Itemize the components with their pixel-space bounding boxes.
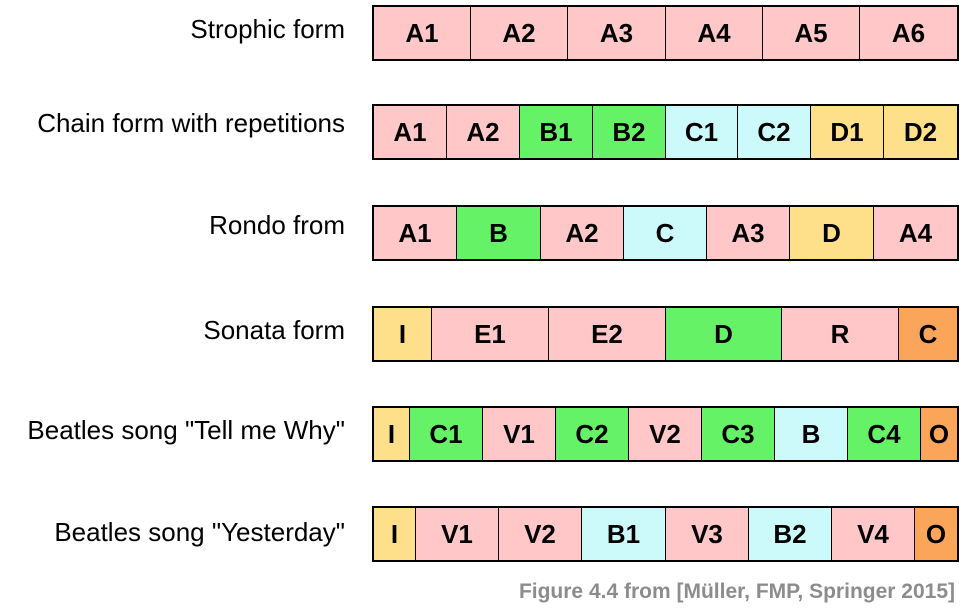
form-segment: V2 [499,508,582,560]
form-segment: B [775,408,848,460]
form-segment: V1 [483,408,556,460]
form-bar: A1 A2 B1 B2 C1 C2 D1 D2 [372,104,959,160]
form-segment: E1 [432,308,549,360]
form-segment: B1 [520,106,593,158]
form-segment: C4 [848,408,921,460]
form-bar: A1 A2 A3 A4 A5 A6 [372,5,959,61]
form-segment: C [899,308,957,360]
row-label: Strophic form [190,14,345,44]
form-segment: C [624,207,707,259]
form-segment: A5 [763,7,860,59]
form-segment: D [790,207,874,259]
form-segment: B1 [582,508,666,560]
form-segment: A2 [541,207,624,259]
form-segment: A3 [568,7,666,59]
form-bar: I E1 E2 D R C [372,306,959,362]
figure-caption: Figure 4.4 from [Müller, FMP, Springer 2… [518,580,955,603]
form-segment: E2 [549,308,666,360]
form-segment: V2 [629,408,702,460]
form-bar: I V1 V2 B1 V3 B2 V4 O [372,506,959,562]
form-segment: V1 [416,508,499,560]
row-label: Rondo from [209,210,345,240]
form-segment: C1 [410,408,483,460]
form-segment: C2 [556,408,629,460]
form-bar: A1 B A2 C A3 D A4 [372,205,959,261]
form-segment: I [374,408,410,460]
form-segment: A1 [374,7,471,59]
row-label: Chain form with repetitions [37,108,345,138]
form-segment: B2 [749,508,832,560]
form-segment: I [374,308,432,360]
form-segment: A2 [447,106,520,158]
form-segment: V4 [832,508,915,560]
form-segment: A2 [471,7,568,59]
form-segment: B [457,207,541,259]
form-segment: I [374,508,416,560]
form-segment: C3 [702,408,775,460]
row-label: Beatles song "Tell me Why" [27,415,345,445]
form-segment: C2 [738,106,811,158]
form-segment: B2 [593,106,666,158]
form-segment: O [915,508,957,560]
row-label: Beatles song "Yesterday" [54,517,345,547]
form-segment: A1 [374,207,457,259]
form-segment: A3 [707,207,790,259]
form-segment: V3 [666,508,749,560]
row-label: Sonata form [203,315,345,345]
form-segment: C1 [666,106,738,158]
form-segment: D2 [884,106,957,158]
form-segment: A4 [874,207,957,259]
form-segment: D1 [811,106,884,158]
form-bar: I C1 V1 C2 V2 C3 B C4 O [372,406,959,462]
form-segment: R [782,308,899,360]
form-segment: O [921,408,957,460]
form-segment: A4 [666,7,763,59]
form-segment: D [666,308,782,360]
form-segment: A1 [374,106,447,158]
form-segment: A6 [860,7,957,59]
